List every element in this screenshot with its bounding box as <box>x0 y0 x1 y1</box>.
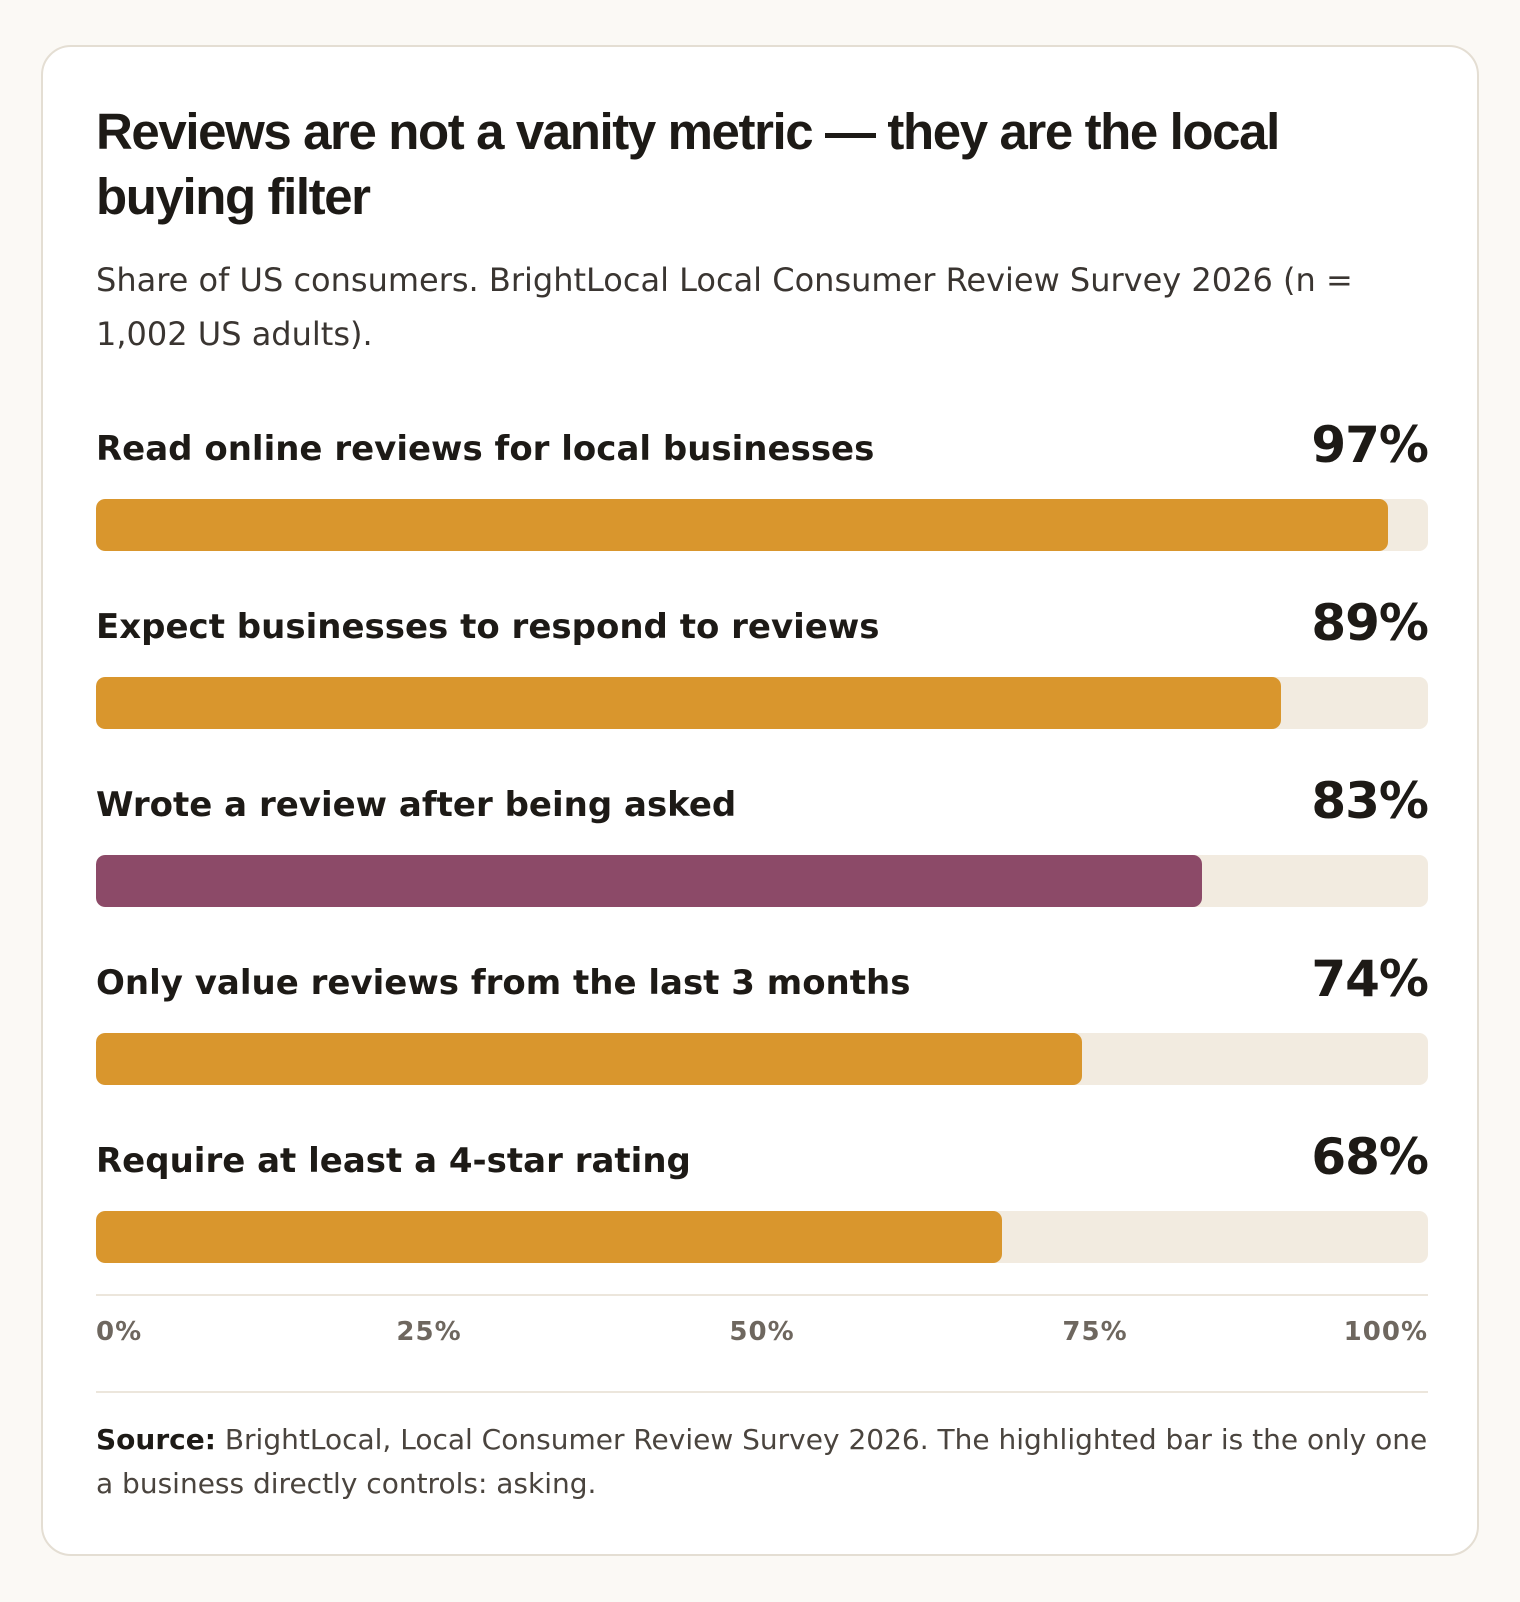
x-tick-label: 50% <box>729 1317 795 1347</box>
bar <box>96 1033 1082 1085</box>
source-text: BrightLocal, Local Consumer Review Surve… <box>96 1423 1428 1500</box>
bar-track <box>96 1033 1428 1085</box>
source-divider <box>96 1391 1428 1393</box>
bar <box>96 677 1282 729</box>
bar-row: Wrote a review after being asked 83% <box>96 759 1429 937</box>
bar-row: Expect businesses to respond to reviews 8… <box>96 581 1429 759</box>
bar-rows: Read online reviews for local businesses… <box>96 403 1429 1293</box>
bar-value-label: 83% <box>1311 772 1429 830</box>
x-axis: 0% 25% 50% 75% 100% <box>96 1294 1428 1376</box>
bar <box>96 499 1389 551</box>
bar <box>96 855 1202 907</box>
bar-track <box>96 677 1428 729</box>
bar-label: Read online reviews for local businesses <box>96 429 875 469</box>
x-tick-label: 25% <box>396 1317 462 1347</box>
bar <box>96 1211 1002 1263</box>
bar-value-label: 68% <box>1311 1128 1429 1186</box>
bar-value-label: 74% <box>1311 950 1429 1008</box>
chart-title: Reviews are not a vanity metric — they a… <box>96 103 1280 225</box>
bar-track <box>96 1211 1428 1263</box>
bar-label: Require at least a 4-star rating <box>96 1141 691 1181</box>
bar-label: Only value reviews from the last 3 month… <box>96 963 911 1003</box>
x-tick-label: 0% <box>96 1317 143 1347</box>
source-note: Source: BrightLocal, Local Consumer Revi… <box>96 1418 1428 1506</box>
bar-value-label: 89% <box>1311 594 1429 652</box>
bar-label: Wrote a review after being asked <box>96 785 737 825</box>
chart-subtitle: Share of US consumers. BrightLocal Local… <box>96 261 1353 353</box>
bar-row: Require at least a 4-star rating 68% <box>96 1115 1429 1293</box>
bar-row: Only value reviews from the last 3 month… <box>96 937 1429 1115</box>
chart-card: Reviews are not a vanity metric — they a… <box>41 45 1479 1556</box>
bar-row: Read online reviews for local businesses… <box>96 403 1429 581</box>
bar-value-label: 97% <box>1311 416 1429 474</box>
bar-track <box>96 499 1428 551</box>
x-tick-label: 75% <box>1062 1317 1128 1347</box>
source-label: Source: <box>96 1423 216 1456</box>
x-tick-label: 100% <box>1343 1317 1428 1347</box>
bar-track <box>96 855 1428 907</box>
bar-label: Expect businesses to respond to reviews <box>96 607 880 647</box>
